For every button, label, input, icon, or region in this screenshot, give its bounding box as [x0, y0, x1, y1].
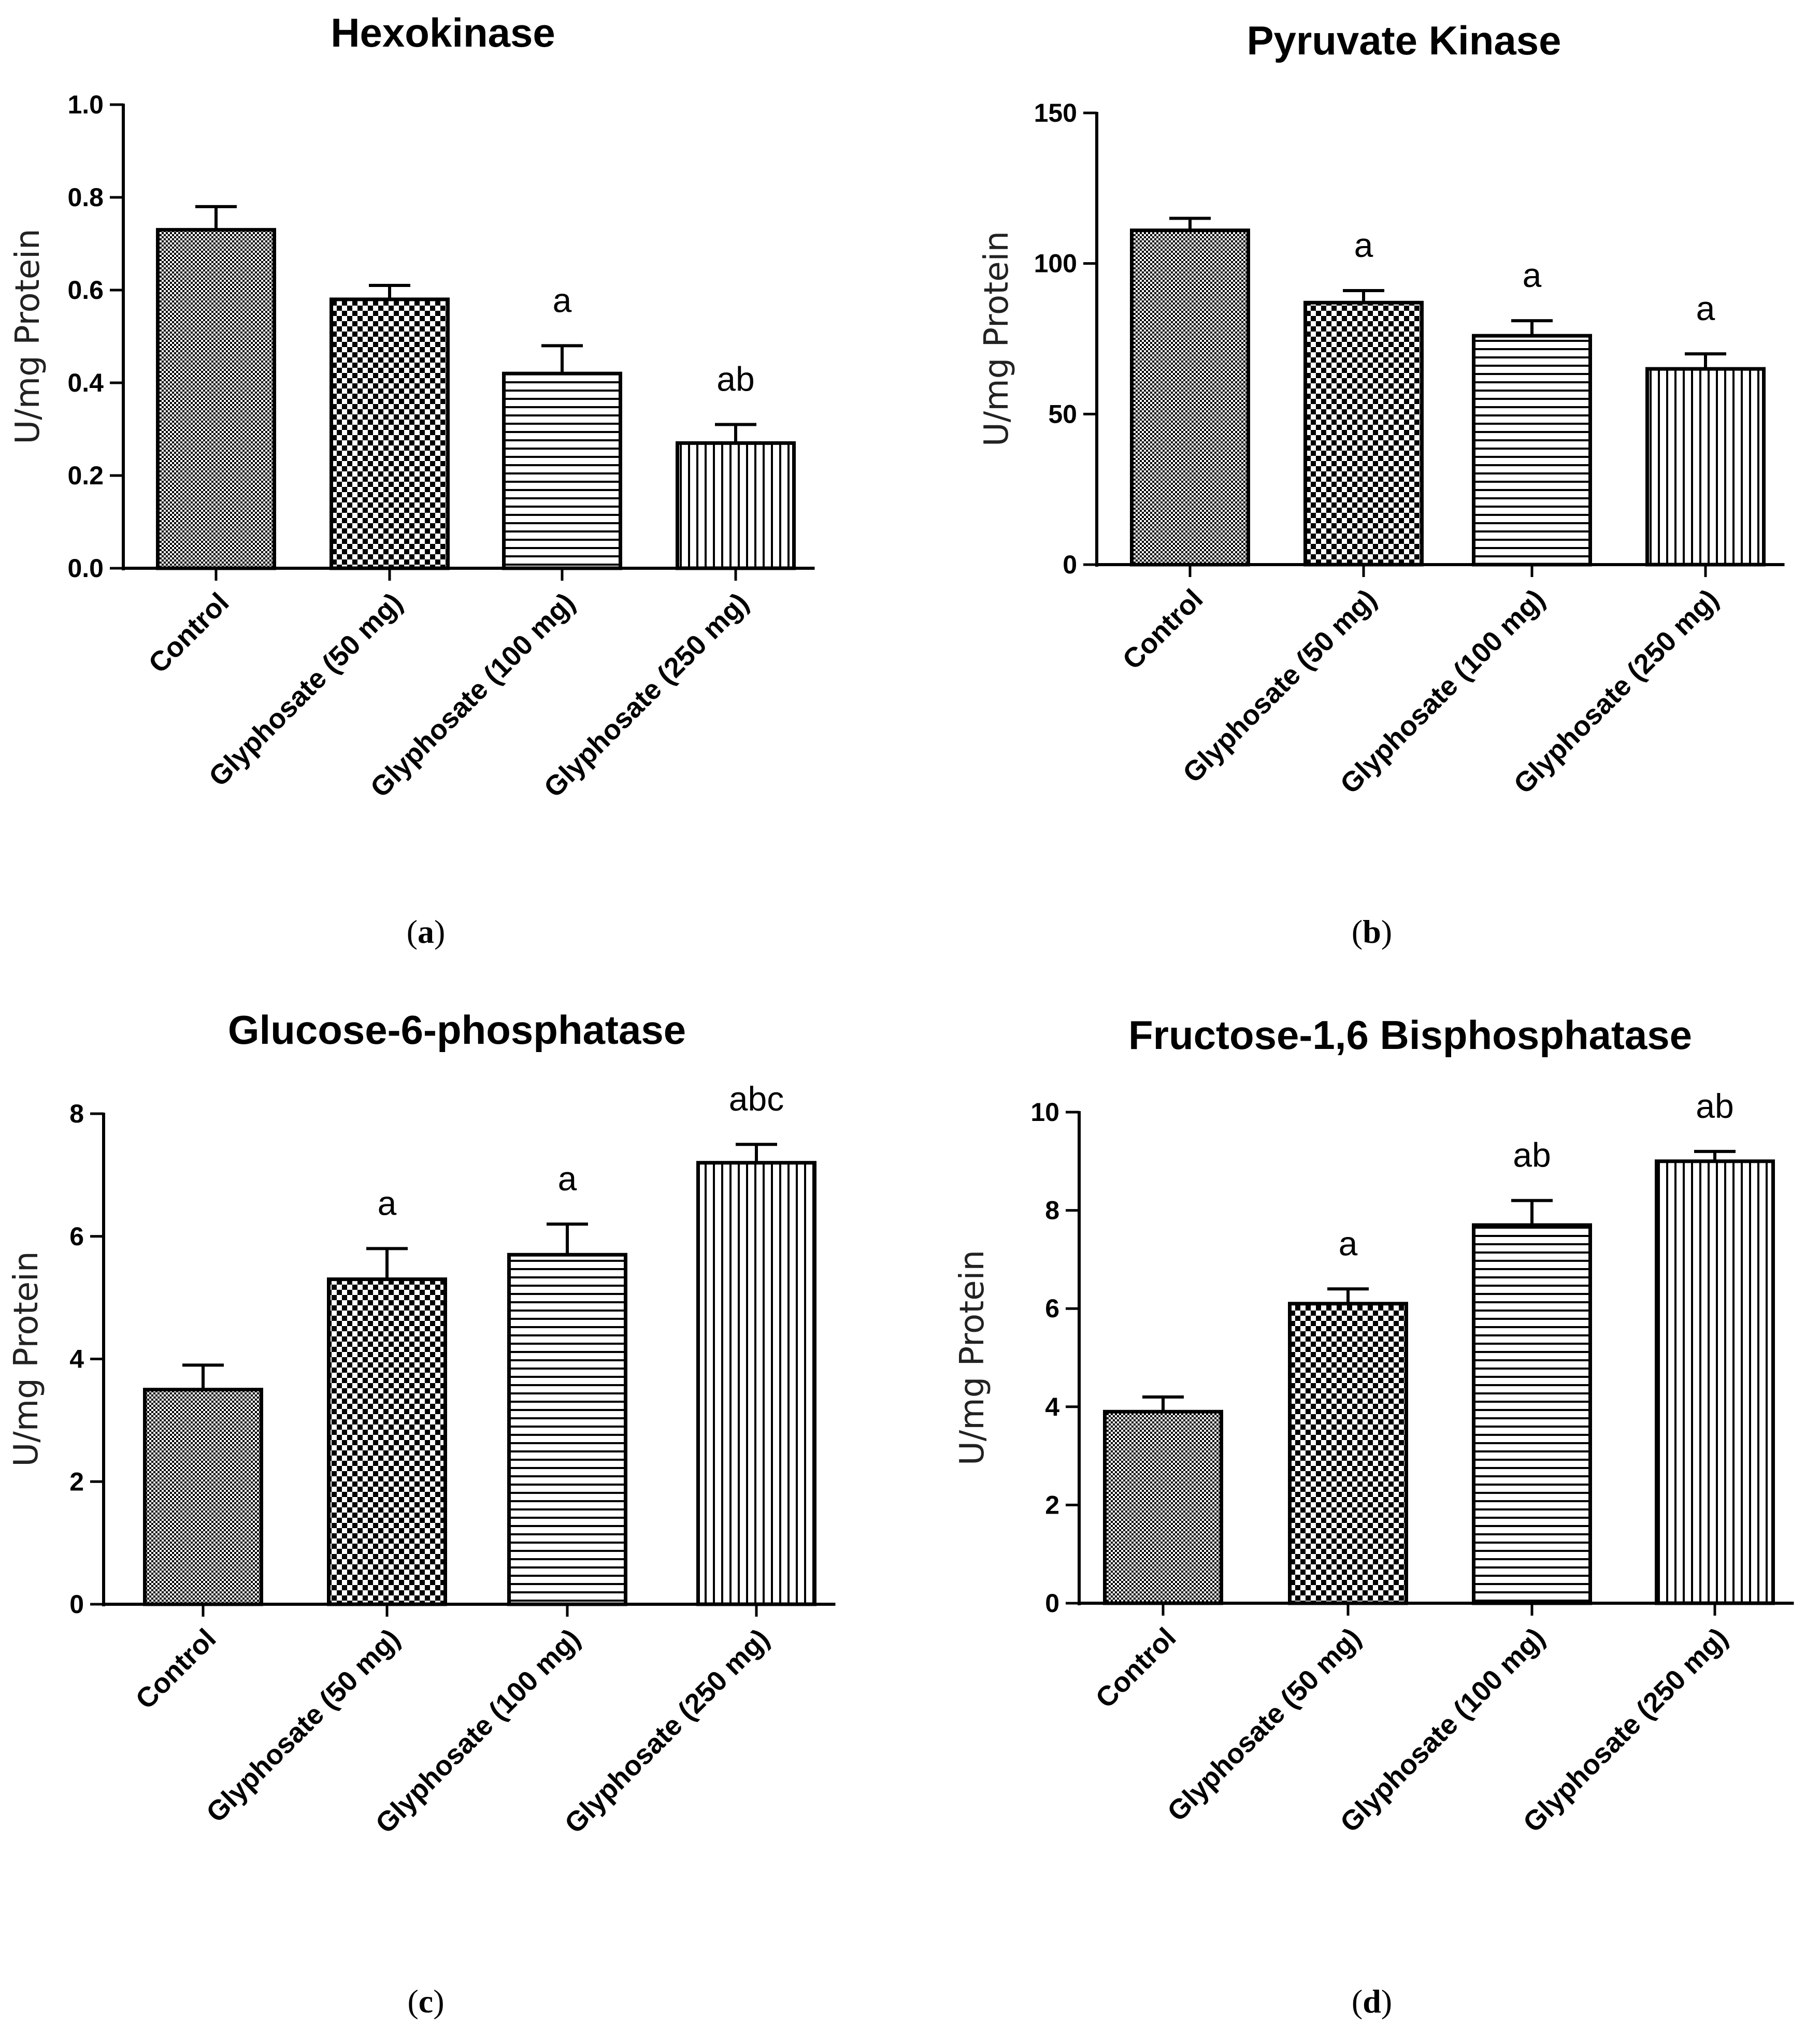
y-tick-label: 0.0: [67, 554, 104, 583]
bar: [1655, 1159, 1775, 1605]
panel-caption-letter: c: [419, 1983, 433, 2020]
bar: [327, 1277, 447, 1606]
chart-title: Pyruvate Kinase: [1247, 18, 1561, 63]
x-tick-label: Glyphosate (50 mg): [200, 1623, 406, 1829]
chart-panel-b: Pyruvate Kinase U/mg Protein 0 50 100 150 Cont…: [978, 18, 1785, 950]
bar: [1130, 228, 1250, 567]
y-tick-label: 0: [1045, 1589, 1059, 1618]
chart-title: Hexokinase: [331, 10, 555, 55]
panel-caption-letter: d: [1363, 1983, 1381, 2020]
y-tick-label: 0.2: [67, 461, 104, 490]
bar: [502, 371, 622, 570]
panel-caption: (c): [407, 1983, 444, 2020]
bar: [143, 1388, 263, 1606]
y-tick-label: 4: [1045, 1392, 1059, 1421]
panel-caption-letter: b: [1363, 913, 1381, 950]
x-tick-label: Control: [1116, 583, 1209, 675]
x-tick-label: Glyphosate (50 mg): [1162, 1622, 1367, 1827]
panel-caption: (b): [1352, 913, 1392, 950]
significance-label: a: [553, 281, 572, 319]
significance-label: ab: [716, 360, 754, 398]
x-tick-label: Control: [130, 1623, 222, 1715]
significance-label: ab: [1696, 1087, 1733, 1125]
panel-caption: (a): [407, 913, 446, 950]
significance-label: a: [1339, 1224, 1358, 1262]
chart-panel-a: Hexokinase U/mg Protein 0.0 0.2 0.4 0.6 0.8 1.0…: [9, 10, 815, 950]
panel-caption: (d): [1352, 1983, 1392, 2020]
chart-panel-d: Fructose-1,6 Bisphosphatase U/mg Protein 0…: [953, 1012, 1794, 2020]
x-tick-label: Glyphosate (100 mg): [369, 1623, 586, 1839]
y-axis-title: U/mg Protein: [978, 231, 1016, 447]
y-tick-label: 2: [1045, 1490, 1059, 1519]
bar: [696, 1161, 816, 1606]
y-tick-label: 0.8: [67, 183, 104, 212]
significance-label: a: [558, 1159, 577, 1198]
y-tick-label: 100: [1034, 249, 1077, 278]
bar: [1303, 300, 1424, 567]
y-tick-label: 2: [69, 1467, 84, 1496]
significance-label: abc: [729, 1080, 784, 1118]
y-tick-label: 150: [1034, 98, 1077, 127]
y-tick-label: 8: [1045, 1196, 1059, 1225]
y-axis-title: U/mg Protein: [953, 1250, 992, 1465]
y-tick-label: 0: [1063, 550, 1077, 579]
bar: [329, 297, 450, 570]
y-tick-label: 8: [69, 1099, 84, 1128]
bar: [676, 441, 796, 570]
y-axis-title: U/mg Protein: [9, 228, 47, 444]
y-tick-label: 4: [69, 1345, 84, 1374]
y-tick-label: 0.6: [67, 276, 104, 305]
x-tick-label: Glyphosate (50 mg): [203, 587, 409, 793]
y-tick-label: 6: [69, 1222, 84, 1251]
chart-title: Fructose-1,6 Bisphosphatase: [1128, 1012, 1692, 1058]
x-tick-label: Glyphosate (250 mg): [1517, 1622, 1733, 1838]
y-tick-label: 0: [69, 1590, 84, 1619]
significance-label: a: [378, 1184, 397, 1222]
bar: [1472, 1223, 1592, 1605]
y-axis-title: U/mg Protein: [7, 1251, 46, 1466]
x-tick-label: Control: [1090, 1622, 1182, 1714]
bar: [1472, 334, 1592, 567]
x-tick-label: Control: [142, 587, 235, 679]
panels: Hexokinase U/mg Protein 0.0 0.2 0.4 0.6 0.8 1.0…: [7, 10, 1794, 2020]
x-tick-label: Glyphosate (100 mg): [1334, 1622, 1551, 1838]
bar: [1288, 1302, 1408, 1605]
chart-panel-c: Glucose-6-phosphatase U/mg Protein 0 2 4 6 8 Co…: [7, 1007, 836, 2020]
x-tick-label: Glyphosate (250 mg): [558, 1623, 775, 1839]
panel-caption-letter: a: [418, 913, 434, 950]
y-tick-label: 10: [1030, 1098, 1059, 1127]
bar: [156, 228, 276, 570]
y-tick-label: 6: [1045, 1294, 1059, 1323]
y-tick-label: 0.4: [67, 368, 104, 397]
significance-label: a: [1696, 289, 1715, 327]
x-tick-label: Glyphosate (50 mg): [1177, 583, 1383, 789]
significance-label: a: [1354, 226, 1373, 264]
significance-label: ab: [1513, 1136, 1551, 1174]
y-tick-label: 1.0: [67, 90, 104, 119]
bar: [1103, 1409, 1223, 1605]
bar: [1645, 367, 1766, 567]
y-tick-label: 50: [1048, 399, 1077, 428]
significance-label: a: [1523, 256, 1542, 294]
chart-title: Glucose-6-phosphatase: [228, 1007, 686, 1053]
bar: [507, 1253, 627, 1606]
